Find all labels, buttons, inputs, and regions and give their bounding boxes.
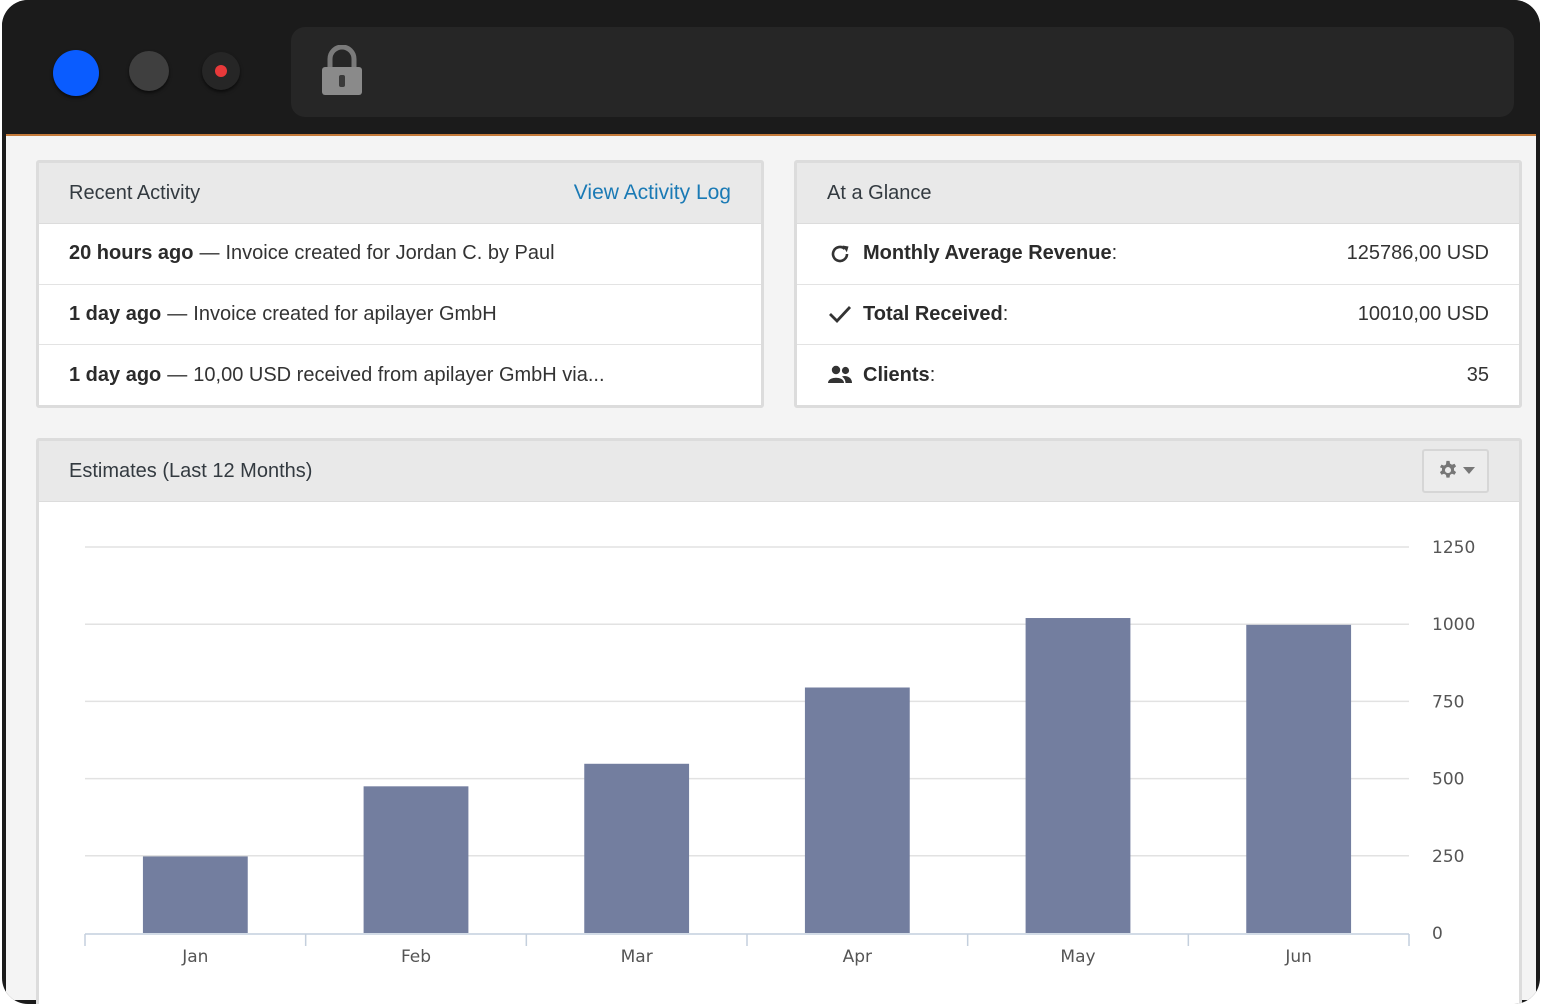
recent-activity-title: Recent Activity bbox=[69, 181, 201, 204]
activity-text: Invoice created for apilayer GmbH bbox=[193, 302, 497, 325]
activity-time: 1 day ago bbox=[69, 363, 162, 386]
x-tick-label: Apr bbox=[843, 947, 872, 967]
glance-item-received: Total Received: 10010,00 USD bbox=[797, 285, 1519, 345]
activity-text: 10,00 USD received from apilayer GmbH vi… bbox=[193, 363, 605, 386]
x-tick-label: Feb bbox=[401, 947, 431, 967]
glance-item-revenue: Monthly Average Revenue: 125786,00 USD bbox=[797, 224, 1519, 285]
chart-bar bbox=[1025, 618, 1131, 933]
close-button[interactable] bbox=[53, 50, 99, 96]
glance-label: Clients bbox=[863, 363, 930, 386]
title-bar bbox=[2, 0, 1540, 134]
recent-activity-panel: Recent Activity View Activity Log 20 hou… bbox=[36, 160, 764, 408]
chart-bar bbox=[142, 856, 248, 933]
refresh-icon bbox=[827, 243, 853, 265]
x-tick-label: Jan bbox=[181, 947, 208, 967]
activity-time: 1 day ago bbox=[69, 302, 162, 325]
dashboard-content: Recent Activity View Activity Log 20 hou… bbox=[6, 134, 1536, 1004]
activity-item[interactable]: 1 day ago — 10,00 USD received from apil… bbox=[39, 345, 761, 406]
recent-activity-header: Recent Activity View Activity Log bbox=[39, 163, 761, 224]
glance-value: 10010,00 USD bbox=[1357, 302, 1489, 325]
y-tick-label: 1250 bbox=[1432, 538, 1475, 558]
x-tick-label: Mar bbox=[621, 947, 653, 967]
activity-separator: — bbox=[199, 242, 220, 265]
x-tick-label: May bbox=[1060, 947, 1095, 967]
chart-settings-button[interactable] bbox=[1422, 449, 1489, 493]
lock-icon bbox=[319, 44, 365, 102]
activity-separator: — bbox=[167, 363, 188, 386]
at-a-glance-header: At a Glance bbox=[797, 163, 1519, 224]
address-bar[interactable] bbox=[291, 27, 1514, 117]
activity-separator: — bbox=[167, 302, 188, 325]
view-activity-log-link[interactable]: View Activity Log bbox=[573, 181, 731, 204]
estimates-panel: Estimates (Last 12 Months) 0 250 500 750 100… bbox=[36, 438, 1522, 1004]
chevron-down-icon bbox=[1462, 467, 1475, 474]
chart-bar bbox=[1246, 624, 1352, 933]
glance-colon: : bbox=[1002, 302, 1009, 325]
estimates-bar-chart: 0 250 500 750 1000 1250 Jan Feb Mar Apr May Jun bbox=[84, 538, 1475, 967]
glance-value: 125786,00 USD bbox=[1346, 242, 1489, 265]
glance-label: Monthly Average Revenue bbox=[863, 242, 1112, 265]
y-tick-label: 250 bbox=[1432, 847, 1464, 867]
glance-colon: : bbox=[929, 363, 936, 386]
glance-item-clients: Clients: 35 bbox=[797, 345, 1519, 406]
users-icon bbox=[827, 365, 853, 385]
chart-bar bbox=[363, 786, 469, 933]
activity-item[interactable]: 20 hours ago — Invoice created for Jorda… bbox=[39, 224, 761, 285]
record-button[interactable] bbox=[202, 52, 240, 90]
y-tick-label: 1000 bbox=[1432, 615, 1475, 635]
chart-bar bbox=[584, 763, 690, 933]
activity-time: 20 hours ago bbox=[69, 242, 194, 265]
at-a-glance-panel: At a Glance Monthly Average Revenue: 125… bbox=[794, 160, 1522, 408]
estimates-title: Estimates (Last 12 Months) bbox=[69, 459, 313, 482]
gear-icon bbox=[1439, 460, 1456, 478]
y-tick-label: 500 bbox=[1432, 770, 1464, 790]
estimates-header: Estimates (Last 12 Months) bbox=[39, 441, 1519, 502]
x-tick-label: Jun bbox=[1284, 947, 1312, 967]
glance-colon: : bbox=[1111, 242, 1118, 265]
activity-item[interactable]: 1 day ago — Invoice created for apilayer… bbox=[39, 285, 761, 345]
at-a-glance-title: At a Glance bbox=[827, 181, 932, 204]
glance-label: Total Received bbox=[863, 302, 1003, 325]
activity-text: Invoice created for Jordan C. by Paul bbox=[225, 242, 555, 265]
glance-value: 35 bbox=[1466, 363, 1489, 386]
minimize-button[interactable] bbox=[129, 51, 169, 91]
check-icon bbox=[827, 304, 853, 324]
chart-bar bbox=[804, 687, 910, 933]
y-tick-label: 750 bbox=[1432, 692, 1464, 712]
y-tick-label: 0 bbox=[1432, 924, 1443, 944]
